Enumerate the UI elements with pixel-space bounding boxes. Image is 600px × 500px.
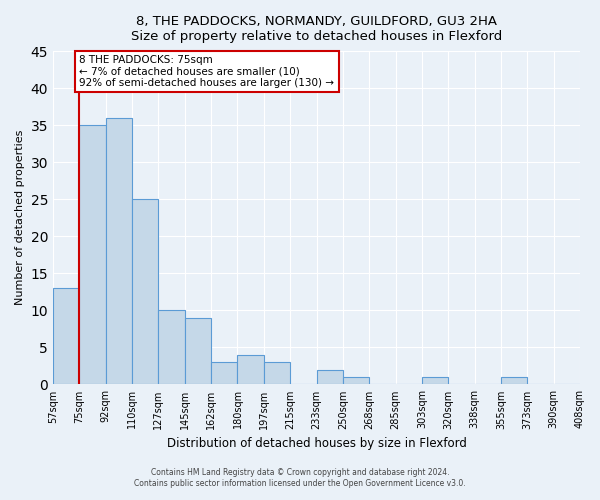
Text: 8 THE PADDOCKS: 75sqm
← 7% of detached houses are smaller (10)
92% of semi-detac: 8 THE PADDOCKS: 75sqm ← 7% of detached h… [79, 55, 334, 88]
Text: Contains HM Land Registry data © Crown copyright and database right 2024.
Contai: Contains HM Land Registry data © Crown c… [134, 468, 466, 487]
Y-axis label: Number of detached properties: Number of detached properties [15, 130, 25, 306]
Bar [238, 355, 264, 384]
Title: 8, THE PADDOCKS, NORMANDY, GUILDFORD, GU3 2HA
Size of property relative to detac: 8, THE PADDOCKS, NORMANDY, GUILDFORD, GU… [131, 15, 502, 43]
Bar [132, 200, 158, 384]
Bar [158, 310, 185, 384]
Bar [264, 362, 290, 384]
Bar [211, 362, 238, 384]
Bar [501, 377, 527, 384]
Bar [106, 118, 132, 384]
X-axis label: Distribution of detached houses by size in Flexford: Distribution of detached houses by size … [167, 437, 466, 450]
Bar [422, 377, 448, 384]
Bar [343, 377, 369, 384]
Bar [317, 370, 343, 384]
Bar [185, 318, 211, 384]
Bar [79, 125, 106, 384]
Bar [53, 288, 79, 384]
